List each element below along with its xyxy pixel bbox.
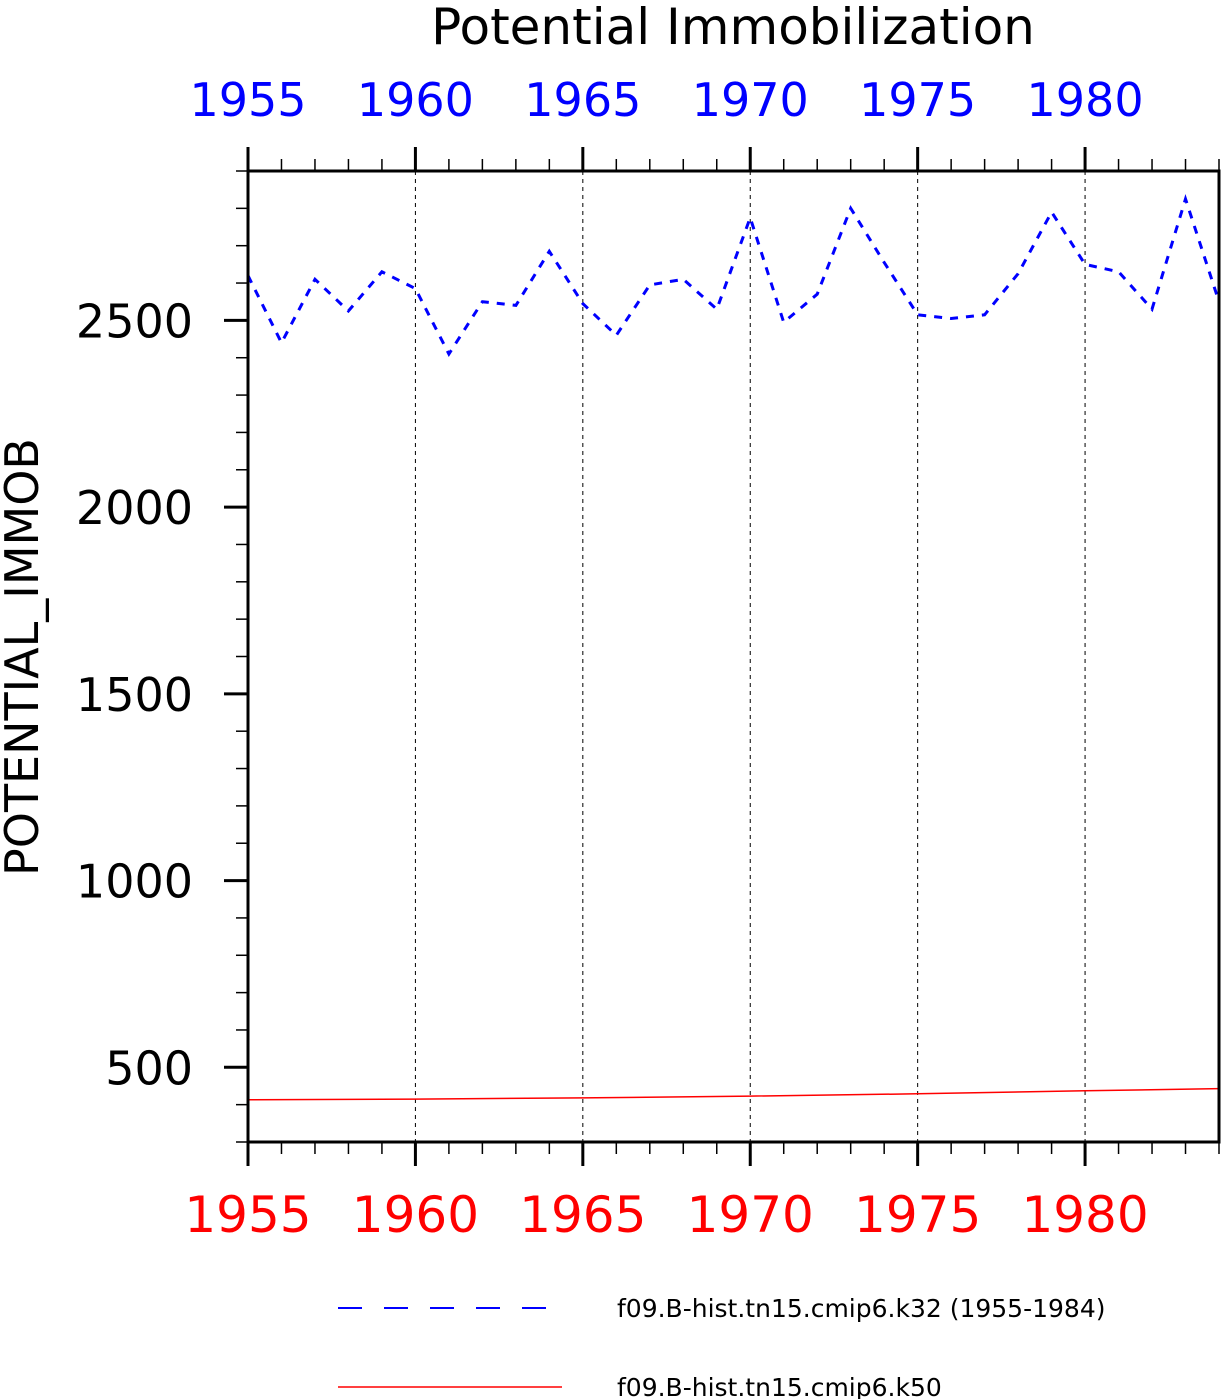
y-axis-label: POTENTIAL_IMMOB [0, 438, 49, 876]
y-tick-label: 1500 [76, 668, 193, 722]
y-tick-label: 500 [105, 1041, 193, 1095]
series-line-2 [248, 1087, 1219, 1101]
x-tick-label-bottom: 1975 [854, 1186, 981, 1244]
x-tick-label-top: 1960 [357, 73, 474, 127]
plot-frame [246, 169, 1221, 1144]
x-tick-label-bottom: 1960 [352, 1186, 479, 1244]
series-lines [248, 194, 1219, 1101]
y-tick-label: 1000 [76, 855, 193, 909]
legend: f09.B-hist.tn15.cmip6.k32 (1955-1984) f09… [338, 1294, 1105, 1399]
x-gridlines [414, 171, 1086, 1142]
x-tick-label-top: 1970 [692, 73, 809, 127]
series-line-1 [248, 194, 1219, 358]
legend-label-2: f09.B-hist.tn15.cmip6.k50 [617, 1373, 942, 1399]
x-tick-label-top: 1980 [1027, 73, 1144, 127]
chart-title: Potential Immobilization [431, 0, 1035, 56]
tick-labels: 1955 1955 1960 1960 1965 1965 1970 1970 1975 1975… [76, 73, 1149, 1244]
x-tick-label-top: 1975 [859, 73, 976, 127]
x-tick-label-top: 1965 [524, 73, 641, 127]
x-tick-label-bottom: 1970 [687, 1186, 814, 1244]
axis-ticks [224, 147, 1220, 1166]
x-tick-label-bottom: 1980 [1021, 1186, 1148, 1244]
y-tick-label: 2000 [76, 481, 193, 535]
legend-label-1: f09.B-hist.tn15.cmip6.k32 (1955-1984) [617, 1294, 1105, 1323]
y-tick-label: 2500 [76, 294, 193, 348]
x-tick-label-bottom: 1965 [519, 1186, 646, 1244]
x-tick-label-top: 1955 [189, 73, 306, 127]
x-tick-label-bottom: 1955 [184, 1186, 311, 1244]
